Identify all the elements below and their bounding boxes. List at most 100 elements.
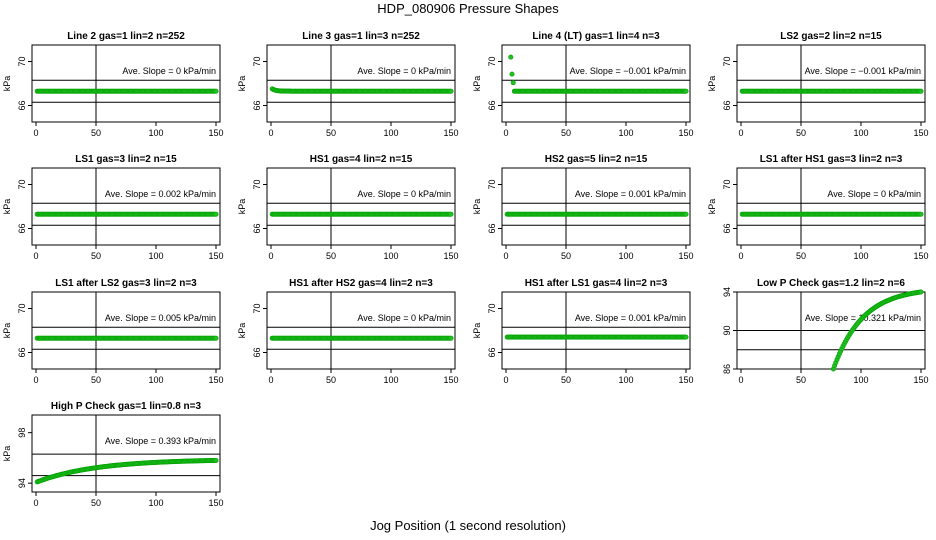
panel-3-xtick-label-50: 50 [561,128,571,138]
panel-12-xtick-label-100: 100 [853,375,868,385]
panel-13-xtick-label-50: 50 [91,498,101,508]
panel-9-xtick-label-150: 150 [208,375,223,385]
figure-title: HDP_080906 Pressure Shapes [377,1,559,16]
panel-1-ytick-label-66: 66 [17,100,27,110]
panel-3-point [683,88,689,94]
panel-10-frame [266,291,456,370]
panel-1-title: Line 2 gas=1 lin=2 n=252 [67,31,185,42]
panel-7-frame [501,167,691,246]
panel-9-ylabel: kPa [2,323,12,339]
panel-8-frame [736,167,926,246]
panel-11-ytick-label-66: 66 [487,347,497,357]
panel-7-xtick-label-0: 0 [503,251,508,261]
panel-11-point [683,334,689,340]
panel-4-point [918,88,924,94]
panel-1-slope-label: Ave. Slope = 0 kPa/min [122,66,216,76]
x-axis-label: Jog Position (1 second resolution) [370,518,566,533]
panel-1-xtick-label-50: 50 [91,128,101,138]
panel-3-ytick-label-70: 70 [487,56,497,66]
panel-11-slope-label: Ave. Slope = 0.001 kPa/min [575,313,686,323]
panel-2-ytick-label-70: 70 [252,56,262,66]
panel-8-xtick-label-150: 150 [913,251,928,261]
panel-13-xtick-label-150: 150 [208,498,223,508]
panel-6-xtick-label-50: 50 [326,251,336,261]
panel-12-title: Low P Check gas=1.2 lin=2 n=6 [757,278,905,289]
panel-9-frame [31,291,221,370]
panel-4-xtick-label-50: 50 [796,128,806,138]
panel-4-title: LS2 gas=2 lin=2 n=15 [780,31,882,42]
panel-4-slope-label: Ave. Slope = −0.001 kPa/min [805,66,921,76]
panel-2-ytick-label-66: 66 [252,100,262,110]
panel-13-xtick-label-0: 0 [33,498,38,508]
panel-6-title: HS1 gas=4 lin=2 n=15 [310,154,413,165]
panel-9-xtick-label-50: 50 [91,375,101,385]
panel-5-ylabel: kPa [2,199,12,215]
panel-12-xtick-label-0: 0 [738,375,743,385]
panel-12-ytick-label-94: 94 [722,287,732,297]
panel-6-xtick-label-150: 150 [443,251,458,261]
panel-3-point [508,54,514,60]
panel-7-ytick-label-70: 70 [487,179,497,189]
panel-7-slope-label: Ave. Slope = 0.001 kPa/min [575,189,686,199]
panel-11-xtick-label-100: 100 [618,375,633,385]
panel-8-ytick-label-70: 70 [722,179,732,189]
panel-3-point [510,80,516,86]
panel-8-xtick-label-100: 100 [853,251,868,261]
panel-10-ytick-label-70: 70 [252,303,262,313]
panel-10-xtick-label-50: 50 [326,375,336,385]
panel-13-slope-label: Ave. Slope = 0.393 kPa/min [105,436,216,446]
panel-1-xtick-label-100: 100 [148,128,163,138]
panel-6-xtick-label-0: 0 [268,251,273,261]
panel-13-ylabel: kPa [2,446,12,462]
panel-8-ytick-label-66: 66 [722,223,732,233]
panel-4-frame [736,44,926,123]
panel-5-xtick-label-0: 0 [33,251,38,261]
panel-6-ytick-label-70: 70 [252,179,262,189]
panel-4-xtick-label-100: 100 [853,128,868,138]
panel-6-ylabel: kPa [237,199,247,215]
panel-5-ytick-label-70: 70 [17,179,27,189]
panel-4-xtick-label-150: 150 [913,128,928,138]
panel-8-point [918,211,924,217]
panel-8-slope-label: Ave. Slope = 0 kPa/min [827,189,921,199]
panel-7-xtick-label-150: 150 [678,251,693,261]
panel-8-xtick-label-0: 0 [738,251,743,261]
panel-4-ytick-label-66: 66 [722,100,732,110]
panel-1-ylabel: kPa [2,76,12,92]
panel-10-xtick-label-150: 150 [443,375,458,385]
panel-5-point [213,211,219,217]
panel-3-xtick-label-150: 150 [678,128,693,138]
panel-2-xtick-label-100: 100 [383,128,398,138]
panel-13-ytick-label-98: 98 [17,428,27,438]
panel-12-xtick-label-150: 150 [913,375,928,385]
panel-3-title: Line 4 (LT) gas=1 lin=4 n=3 [532,31,660,42]
panel-2-xtick-label-50: 50 [326,128,336,138]
panel-8-ylabel: kPa [707,199,717,215]
panel-6-slope-label: Ave. Slope = 0 kPa/min [357,189,451,199]
panel-7-xtick-label-100: 100 [618,251,633,261]
panel-2-xtick-label-0: 0 [268,128,273,138]
panel-13-ytick-label-94: 94 [17,478,27,488]
panel-13-point [213,457,219,463]
panel-7-title: HS2 gas=5 lin=2 n=15 [545,154,648,165]
panel-11-frame [501,291,691,370]
panel-2-point [448,88,454,94]
panel-1-xtick-label-150: 150 [208,128,223,138]
panel-1-point [213,88,219,94]
panel-10-xtick-label-100: 100 [383,375,398,385]
panel-9-slope-label: Ave. Slope = 0.005 kPa/min [105,313,216,323]
panel-9-title: LS1 after LS2 gas=3 lin=2 n=3 [55,278,197,289]
panel-10-xtick-label-0: 0 [268,375,273,385]
panel-6-xtick-label-100: 100 [383,251,398,261]
panel-13-title: High P Check gas=1 lin=0.8 n=3 [51,401,202,412]
panel-6-frame [266,167,456,246]
panel-5-frame [31,167,221,246]
panel-8-xtick-label-50: 50 [796,251,806,261]
panel-11-xtick-label-0: 0 [503,375,508,385]
panel-12-ytick-label-86: 86 [722,364,732,374]
panel-1-xtick-label-0: 0 [33,128,38,138]
panel-9-point [213,335,219,341]
panel-7-xtick-label-50: 50 [561,251,571,261]
panel-9-ytick-label-66: 66 [17,347,27,357]
